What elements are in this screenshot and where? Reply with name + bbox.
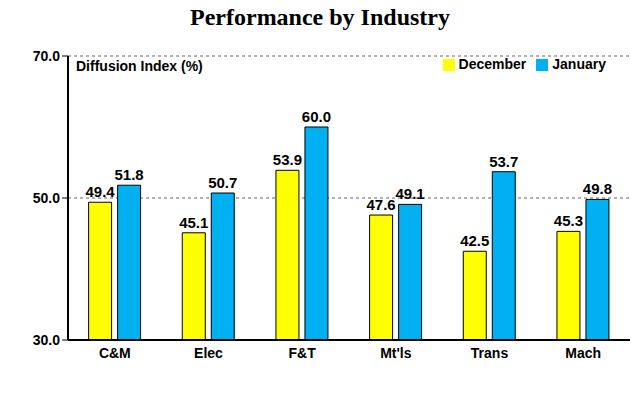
svg-text:53.9: 53.9 (273, 151, 302, 168)
html-text:Diffusion Index (%): Diffusion Index (%) (76, 58, 203, 74)
html-text:December: December (458, 56, 527, 72)
svg-text:50.7: 50.7 (208, 174, 237, 191)
svg-text:53.7: 53.7 (489, 153, 518, 170)
svg-text:49.8: 49.8 (583, 180, 612, 197)
svg-text:Trans: Trans (471, 345, 509, 361)
svg-text:45.3: 45.3 (554, 212, 583, 229)
svg-text:47.6: 47.6 (367, 196, 396, 213)
svg-text:F&T: F&T (289, 345, 317, 361)
svg-text:Mach: Mach (565, 345, 601, 361)
svg-text:51.8: 51.8 (115, 166, 144, 183)
svg-text:49.1: 49.1 (396, 185, 425, 202)
svg-text:42.5: 42.5 (460, 232, 489, 249)
svg-text:70.0: 70.0 (33, 48, 60, 64)
html-text:January: January (552, 56, 606, 72)
svg-text:C&M: C&M (99, 345, 131, 361)
svg-text:49.4: 49.4 (86, 183, 116, 200)
svg-text:60.0: 60.0 (302, 108, 331, 125)
svg-text:50.0: 50.0 (33, 190, 60, 206)
svg-text:Elec: Elec (194, 345, 223, 361)
svg-text:Mt'ls: Mt'ls (380, 345, 412, 361)
html-text:Performance by Industry: Performance by Industry (190, 4, 450, 30)
svg-text:45.1: 45.1 (179, 214, 208, 231)
svg-text:30.0: 30.0 (33, 332, 60, 348)
